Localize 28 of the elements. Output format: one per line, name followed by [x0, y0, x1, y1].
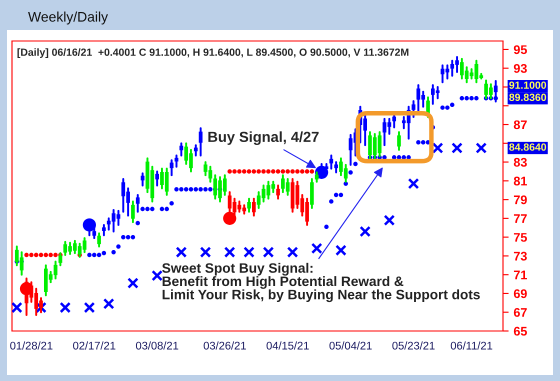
y-tick-label: 73 [514, 252, 527, 261]
x-tick-label: 05/23/21 [392, 341, 435, 350]
chart-title: Weekly/Daily [28, 12, 108, 24]
y-tick-label: 67 [514, 308, 527, 317]
y-tick-label: 69 [514, 289, 527, 298]
y-tick-label: 95 [514, 45, 527, 54]
y-tick-label: 93 [514, 64, 527, 73]
y-tick-label: 81 [514, 176, 527, 186]
annotation: Sweet Spot Buy Signal: Benefit from High Potential Reward & Limit Your Risk, by Buying Near the Support dots [162, 262, 480, 302]
y-tick-label: 87 [514, 120, 527, 130]
y-tick-label: 83 [514, 158, 527, 167]
x-tick-label: 03/08/21 [136, 341, 178, 350]
x-tick-label: 05/04/21 [329, 341, 372, 350]
x-tick-label: 04/15/21 [266, 341, 309, 350]
x-tick-label: 01/28/21 [10, 341, 52, 350]
text: 84.8640 [509, 143, 546, 151]
annotation: Buy Signal, 4/27 [208, 131, 319, 145]
annotation: [Daily] 06/16/21 +0.4001 C 91.1000, H 91.6400, L 89.4500, O 90.5000, V 11.3672M [17, 48, 408, 58]
y-tick-label: 65 [514, 326, 527, 336]
text: 89.8360 [509, 94, 546, 102]
y-tick-label: 71 [514, 270, 527, 280]
x-tick-label: 06/11/21 [450, 341, 492, 350]
x-tick-label: 02/17/21 [73, 341, 116, 350]
y-tick-label: 77 [514, 214, 527, 223]
x-tick-label: 03/26/21 [204, 341, 246, 350]
text: 91.1000 [509, 81, 546, 89]
y-tick-label: 75 [514, 233, 527, 242]
y-tick-label: 79 [514, 195, 527, 204]
